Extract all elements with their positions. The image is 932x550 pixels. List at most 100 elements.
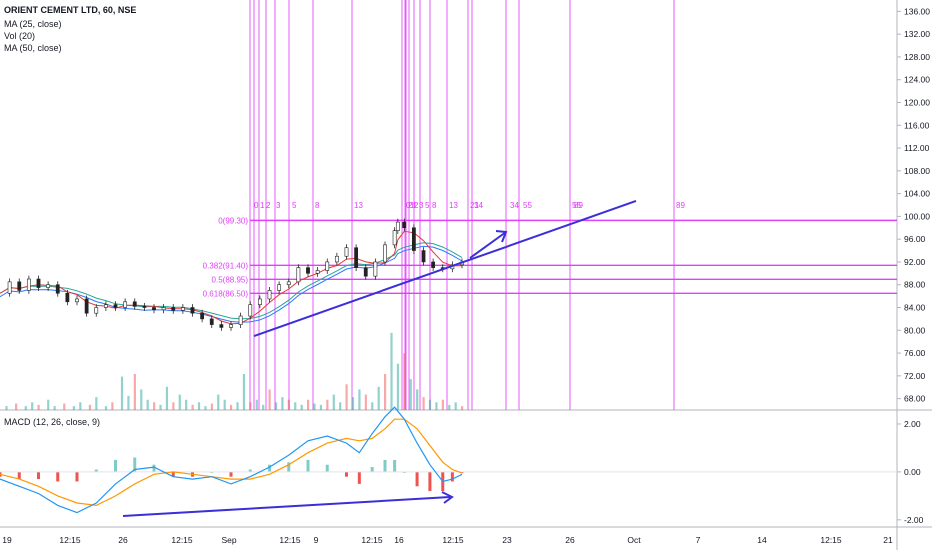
volume-bar [249,402,252,410]
candle-body [180,307,185,311]
ma50-legend[interactable]: MA (50, close) [4,43,62,53]
macd-histogram-bar [171,471,175,477]
candle-body [392,230,397,246]
fib-time-label: 5 [425,201,430,210]
macd-histogram-bar [268,464,271,472]
time-tick-label: 23 [502,535,512,545]
fib-time-label: 55 [523,201,532,210]
volume-bar [146,399,149,410]
volume-bar [242,374,246,410]
fib-time-label: 13 [449,201,458,210]
volume-bar [204,406,207,410]
time-tick-label: 12:15 [442,535,464,545]
fib-level-label: 0.382(91.40) [203,261,249,270]
candle-body [315,270,320,274]
volume-bar [255,399,258,410]
price-tick-label: 72.00 [904,371,926,381]
macd-histogram-bar [306,459,310,472]
candle-body [296,267,301,283]
candle-body [363,267,368,277]
candle-body [238,315,243,325]
macd-histogram-bar [17,471,21,480]
fib-time-label: 3 [419,201,424,210]
macd-histogram-bar [415,471,419,487]
candle-body [248,304,253,317]
volume-legend[interactable]: Vol (20) [4,31,36,41]
volume-bar [111,402,114,410]
candle-body [286,281,291,286]
volume-bar [461,406,464,410]
fib-time-label: 2 [266,201,271,210]
macd-tick-label: 0.00 [904,467,921,477]
volume-bar [15,403,18,410]
price-tick-label: 116.00 [904,120,930,130]
macd-histogram-bar [383,459,387,472]
fib-level-label: 0.618(86.50) [203,289,249,298]
price-tick-label: 132.00 [904,29,930,39]
symbol-title[interactable]: ORIENT CEMENT LTD, 60, NSE [4,5,137,15]
volume-bar [178,394,181,410]
trendline [253,200,637,337]
volume-bar [396,363,400,410]
price-tick-label: 84.00 [904,303,926,313]
volume-bar [339,402,342,410]
volume-bar [448,404,451,410]
time-tick-label: 12:15 [279,535,301,545]
time-tick-label: 14 [757,535,767,545]
candle-body [65,292,70,303]
macd-histogram-bar [133,457,137,472]
fib-time-label: 1 [260,201,265,210]
price-tick-label: 76.00 [904,348,926,358]
arrow-line [469,231,507,259]
candle-body [36,278,41,288]
volume-bar [95,397,98,410]
time-tick-label: 21 [883,535,893,545]
ma25-line [0,230,462,325]
macd-histogram-bar [325,464,329,472]
fib-time-label: 89 [676,201,685,210]
fib-time-label: 8 [315,201,320,210]
time-tick-label: 12:15 [171,535,193,545]
volume-bar [140,389,143,410]
macd-histogram-bar [248,469,252,472]
price-tick-label: 108.00 [904,166,930,176]
macd-histogram-bar [345,471,348,477]
volume-bar [371,402,374,410]
fib-time-label: 8 [432,201,437,210]
macd-histogram-bar [357,471,361,484]
volume-bar [79,402,82,410]
volume-bar [307,399,310,410]
volume-bar [37,404,40,410]
candle-body [306,267,310,274]
time-tick-label: 12:15 [361,535,383,545]
volume-bar [281,397,284,410]
macd-legend[interactable]: MACD (12, 26, close, 9) [4,417,101,427]
candle-body [219,324,224,328]
candle-body [152,307,156,311]
volume-bar [47,399,50,410]
candle-body [277,284,282,291]
volume-bar [159,404,162,410]
fib-time-label: 34 [474,201,483,210]
fib-time-label: 3 [276,201,281,210]
candle-body [229,324,233,328]
arrow-head [495,230,508,243]
volume-bar [230,404,233,410]
fib-time-label: 55 [572,201,581,210]
candle-body [354,247,359,268]
ma25-legend[interactable]: MA (25, close) [4,19,62,29]
volume-bar [454,402,457,410]
candle-body [395,221,400,231]
fib-time-label: 89 [574,201,583,210]
time-tick-label: 26 [565,535,575,545]
volume-bar [364,394,367,410]
volume-bar [153,402,156,410]
volume-bar [5,406,8,410]
macd-histogram-bar [152,464,156,472]
candle-body [17,281,22,291]
volume-bar [435,402,438,410]
price-tick-label: 120.00 [904,98,930,108]
volume-bar [441,399,444,410]
volume-bar [133,374,136,410]
